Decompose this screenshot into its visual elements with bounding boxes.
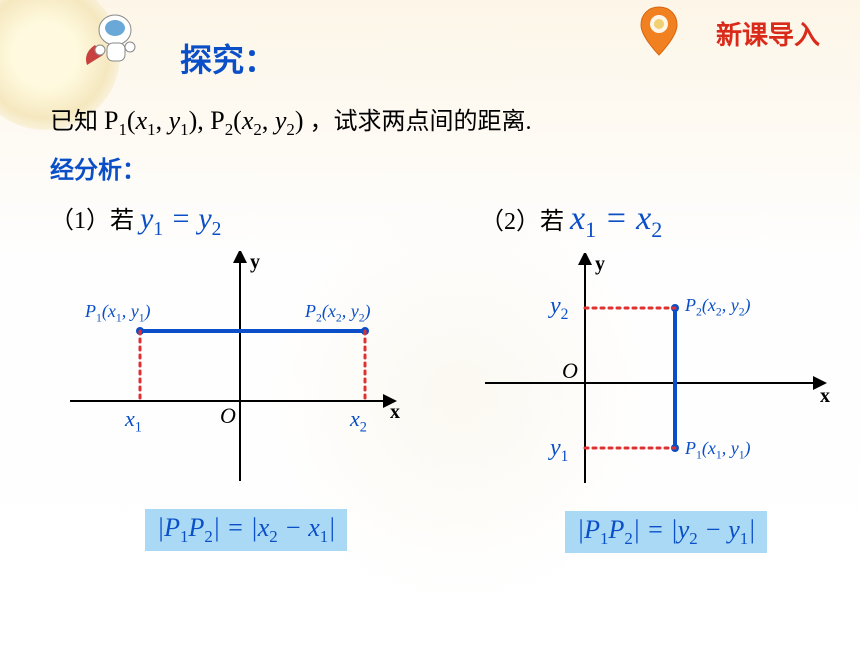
axis-x-label-2: x <box>820 385 830 408</box>
cases-row: （1）若 y1 = y2 <box>0 200 860 553</box>
case-1-label: （1）若 <box>50 208 140 234</box>
origin-2: O <box>562 358 578 384</box>
case-1-title: （1）若 y1 = y2 <box>50 200 470 241</box>
case-1: （1）若 y1 = y2 <box>50 200 470 553</box>
slide-title: 探究： <box>180 35 860 81</box>
case-1-eq: y1 = y2 <box>140 202 221 235</box>
p1-label-2: P1(x1, y1) <box>685 438 751 462</box>
p1-label-1: P1(x1, y1) <box>85 301 151 325</box>
problem-points: P1(x1, y1), P2(x2, y2) <box>104 106 304 135</box>
p2-label-1: P2(x2, y2) <box>305 301 371 325</box>
case-2-label: （2）若 <box>480 209 570 235</box>
y1-label: y1 <box>550 435 568 466</box>
problem-statement: 已知 P1(x1, y1), P2(x2, y2) ，试求两点间的距离. <box>50 101 860 140</box>
case-2: （2）若 x1 = x2 <box>480 200 860 553</box>
problem-prefix: 已知 <box>50 109 104 135</box>
y2-label: y2 <box>550 293 568 324</box>
case-2-eq: x1 = x2 <box>570 200 662 237</box>
analysis-label: 经分析： <box>50 150 860 185</box>
case-2-title: （2）若 x1 = x2 <box>480 200 860 243</box>
formula-2: |P1P2| = |y2 − y1| <box>565 511 767 553</box>
slide-content: 探究： 已知 P1(x1, y1), P2(x2, y2) ，试求两点间的距离.… <box>0 35 860 553</box>
axis-x-label-1: x <box>390 401 400 424</box>
problem-suffix: ，试求两点间的距离. <box>310 109 532 135</box>
x1-label: x1 <box>125 406 142 436</box>
formula-1: |P1P2| = |x2 − x1| <box>145 509 347 551</box>
x2-label: x2 <box>350 406 367 436</box>
graph-1: y x O P1(x1, y1) P2(x2, y2) x1 x2 |P1P2|… <box>50 251 470 551</box>
axis-y-label-2: y <box>595 253 605 276</box>
origin-1: O <box>220 403 236 429</box>
axis-y-label-1: y <box>250 251 260 274</box>
graph-2: y x O y2 y1 P2(x2, y2) P1(x1, y1) |P1P2|… <box>480 253 860 553</box>
p2-label-2: P2(x2, y2) <box>685 295 751 319</box>
